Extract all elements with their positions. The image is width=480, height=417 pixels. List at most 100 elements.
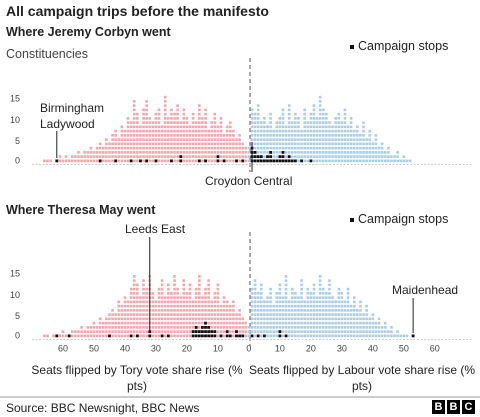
dot — [167, 330, 170, 333]
dot — [170, 292, 173, 295]
dot — [136, 134, 139, 137]
dot — [281, 334, 285, 338]
dot — [207, 146, 210, 150]
dot — [356, 321, 359, 325]
stop-column — [129, 159, 133, 163]
dot — [170, 296, 173, 299]
dot — [269, 296, 272, 299]
dot — [312, 155, 316, 158]
dot — [219, 138, 223, 141]
dot — [173, 292, 176, 295]
dot — [67, 159, 71, 163]
dot-column — [126, 117, 130, 163]
dot — [210, 146, 214, 150]
dot — [238, 155, 241, 158]
dot — [368, 129, 372, 133]
dot — [219, 142, 223, 146]
dot — [101, 330, 105, 333]
y-tick-label: 5 — [15, 136, 20, 146]
dot — [198, 125, 201, 129]
dot — [160, 138, 164, 141]
dot — [219, 159, 223, 163]
dot — [309, 300, 313, 304]
dot — [210, 304, 214, 308]
dot — [232, 330, 235, 333]
dot — [139, 125, 142, 129]
dot — [182, 304, 186, 308]
dot — [393, 155, 396, 158]
dot — [290, 326, 294, 329]
stop-column — [250, 334, 254, 338]
dot-column — [318, 95, 322, 163]
dot — [297, 121, 300, 124]
dot — [219, 151, 223, 154]
dot — [179, 146, 183, 150]
dot — [318, 296, 322, 299]
dot — [154, 317, 158, 321]
dot — [359, 138, 362, 141]
dot — [173, 151, 176, 154]
dot — [185, 300, 189, 304]
dot — [365, 317, 368, 321]
dot — [89, 330, 93, 333]
dot — [154, 146, 158, 150]
dot — [213, 321, 217, 325]
dot — [278, 121, 282, 124]
dot — [154, 309, 158, 312]
dot — [247, 330, 251, 333]
dot — [185, 292, 189, 295]
dot — [294, 121, 297, 124]
dot — [328, 309, 331, 312]
dot — [123, 326, 127, 329]
dot — [139, 334, 142, 338]
dot — [256, 317, 260, 321]
dot — [160, 287, 164, 291]
dot — [64, 155, 68, 158]
dot — [182, 146, 186, 150]
dot — [225, 159, 229, 163]
dot — [182, 108, 186, 112]
dot — [269, 117, 272, 120]
dot-column — [278, 283, 282, 338]
dot — [204, 134, 207, 137]
dot — [331, 134, 334, 137]
dot-column — [244, 321, 248, 338]
dot — [321, 159, 325, 163]
dot — [352, 326, 356, 329]
dot — [263, 321, 266, 325]
dot — [263, 313, 266, 316]
dot — [160, 321, 164, 325]
dot — [290, 334, 294, 338]
dot — [139, 296, 142, 299]
dot — [86, 326, 90, 329]
dot — [225, 134, 229, 137]
dot — [198, 129, 201, 133]
dot — [281, 112, 285, 116]
dot — [321, 121, 325, 124]
dot — [182, 292, 186, 295]
dot — [340, 142, 344, 146]
dot — [253, 304, 257, 308]
dot — [120, 129, 124, 133]
dot — [325, 313, 328, 316]
dot — [126, 138, 130, 141]
dot — [216, 317, 220, 321]
dot — [204, 287, 207, 291]
dot — [191, 304, 195, 308]
dot — [266, 326, 269, 329]
dot — [111, 159, 114, 163]
stop-dot — [219, 334, 223, 338]
dot — [148, 151, 152, 154]
dot — [365, 146, 368, 150]
dot — [151, 146, 155, 150]
dot — [281, 129, 285, 133]
dot — [390, 155, 393, 158]
dot — [356, 313, 359, 316]
dot — [250, 300, 254, 304]
dot — [132, 300, 136, 304]
dot — [219, 146, 223, 150]
dot — [132, 121, 136, 124]
dot — [368, 146, 372, 150]
dot — [269, 112, 272, 116]
dot — [232, 134, 235, 137]
